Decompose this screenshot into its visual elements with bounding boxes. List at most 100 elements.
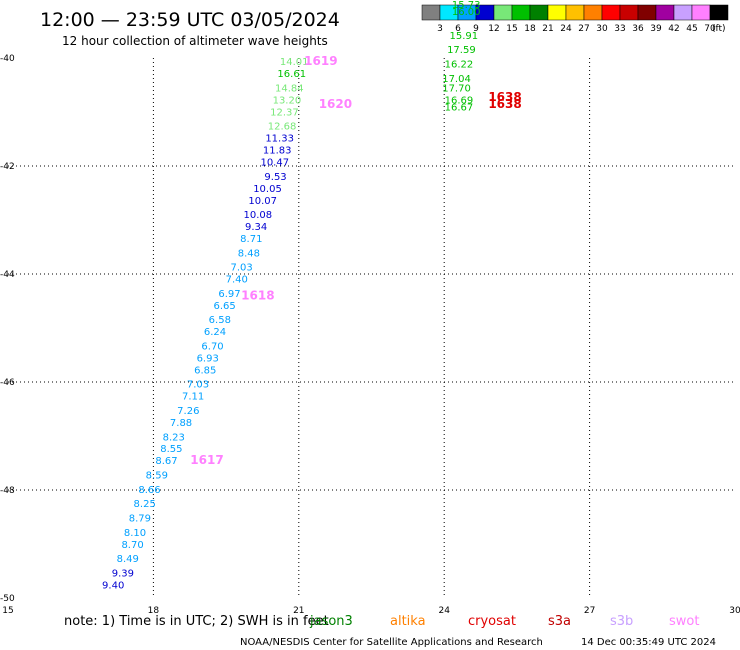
data-point: 8.59 <box>146 471 168 482</box>
data-point: 7.11 <box>182 392 204 403</box>
satellite-altika: altika <box>390 614 426 629</box>
data-point: 6.70 <box>201 342 223 353</box>
legend-label: 3 <box>437 24 443 34</box>
data-point: 8.71 <box>240 234 262 245</box>
data-point: 17.59 <box>447 45 476 56</box>
x-tick-label: 21 <box>293 606 304 616</box>
data-point: 10.08 <box>244 210 273 221</box>
legend-unit: (ft) <box>712 24 726 34</box>
footer-note: note: 1) Time is in UTC; 2) SWH is in fe… <box>64 614 329 629</box>
data-point: 8.55 <box>160 444 182 455</box>
legend-label: 27 <box>578 24 589 34</box>
legend-label: 70 <box>704 24 716 34</box>
satellite-s3b: s3b <box>610 614 633 629</box>
data-point: 11.83 <box>263 146 292 157</box>
legend-swatch <box>655 4 675 21</box>
legend-swatch <box>673 4 693 21</box>
satellite-cryosat: cryosat <box>468 614 516 629</box>
legend-label: 42 <box>668 24 679 34</box>
x-tick-label: 27 <box>584 606 595 616</box>
data-point: 10.47 <box>260 158 289 169</box>
data-points: 9.409.39 8.49 8.708.10 8.79 8.25 8.66 8.59 8.67… <box>102 0 481 591</box>
legend-label: 45 <box>686 24 697 34</box>
y-tick-label: -46 <box>0 378 15 388</box>
x-tick-label: 30 <box>729 606 740 616</box>
legend-swatch <box>547 4 567 21</box>
satellite-legend: jason3 altika cryosat s3a s3b swot <box>309 614 699 629</box>
satellite-swot: swot <box>669 614 699 629</box>
legend-swatch <box>619 4 639 21</box>
track-label: 1619 <box>304 54 337 68</box>
data-point: 7.88 <box>170 418 192 429</box>
legend-label: 33 <box>614 24 625 34</box>
track-label: 1638 <box>488 97 521 111</box>
legend-swatch <box>709 4 729 21</box>
track-label: 1617 <box>190 453 223 467</box>
data-point: 8.67 <box>155 456 177 467</box>
data-point: 15.00 <box>452 0 481 1</box>
data-point: 10.07 <box>248 196 277 207</box>
legend-label: 15 <box>506 24 517 34</box>
y-tick-label: -44 <box>0 270 15 280</box>
data-point: 10.05 <box>253 184 282 195</box>
satellite-jason3: jason3 <box>309 614 353 629</box>
data-point: 17.04 <box>442 74 471 85</box>
data-point: 8.25 <box>134 499 156 510</box>
footer-timestamp: 14 Dec 00:35:49 UTC 2024 <box>581 637 716 648</box>
data-point: 8.10 <box>124 528 146 539</box>
legend-label: 21 <box>542 24 553 34</box>
grid <box>8 58 735 598</box>
legend-swatch <box>691 4 711 21</box>
data-point: 8.49 <box>117 554 139 565</box>
data-point: 6.85 <box>194 365 216 376</box>
data-point: 16.61 <box>277 69 306 80</box>
data-point: 7.40 <box>226 275 248 286</box>
track-label: 1638 <box>488 90 521 104</box>
data-point: 9.39 <box>112 568 134 579</box>
data-point: 9.53 <box>264 172 286 183</box>
legend-swatch <box>565 4 585 21</box>
legend-label: 12 <box>488 24 499 34</box>
data-point: 8.66 <box>138 485 160 496</box>
chart-title: 12:00 — 23:59 UTC 03/05/2024 <box>40 9 340 31</box>
footer-credit: NOAA/NESDIS Center for Satellite Applica… <box>240 637 543 648</box>
legend-swatch <box>493 4 513 21</box>
data-point: 16.00 <box>452 7 481 18</box>
data-point: 15.91 <box>449 31 478 42</box>
x-tick-label: 24 <box>438 606 450 616</box>
data-point: 8.70 <box>121 540 143 551</box>
legend-label: 6 <box>455 24 461 34</box>
data-point: 9.40 <box>102 580 124 591</box>
y-tick-label: -40 <box>0 54 15 64</box>
legend-label: 24 <box>560 24 572 34</box>
data-point: 14.01 <box>280 57 309 68</box>
data-point: 16.69 <box>445 95 474 106</box>
data-point: 7.03 <box>230 263 252 274</box>
y-tick-label: -42 <box>0 162 15 172</box>
data-point: 8.48 <box>238 248 260 259</box>
x-tick-label: 15 <box>2 606 13 616</box>
data-point: 8.23 <box>163 432 185 443</box>
data-point: 6.93 <box>197 353 219 364</box>
color-scale-legend: 3 6 9 12 15 18 21 24 27 30 33 36 39 42 45 70 <box>421 4 729 34</box>
data-point: 6.97 <box>218 289 240 300</box>
data-point: 8.79 <box>129 514 151 525</box>
legend-swatch <box>601 4 621 21</box>
data-point: 6.58 <box>209 315 231 326</box>
legend-swatch <box>583 4 603 21</box>
chart-subtitle: 12 hour collection of altimeter wave hei… <box>62 34 328 48</box>
legend-label: 9 <box>473 24 479 34</box>
legend-label: 18 <box>524 24 536 34</box>
legend-swatch <box>637 4 657 21</box>
data-point: 17.70 <box>442 83 471 94</box>
data-point: 16.67 <box>445 103 474 114</box>
y-tick-label: -48 <box>0 486 15 496</box>
legend-swatch <box>529 4 549 21</box>
track-label: 1620 <box>319 97 352 111</box>
data-point: 12.68 <box>268 122 297 133</box>
data-point: 16.22 <box>445 60 474 71</box>
data-point: 9.34 <box>245 222 267 233</box>
track-label: 1618 <box>241 288 274 302</box>
data-point: 7.26 <box>177 406 199 417</box>
